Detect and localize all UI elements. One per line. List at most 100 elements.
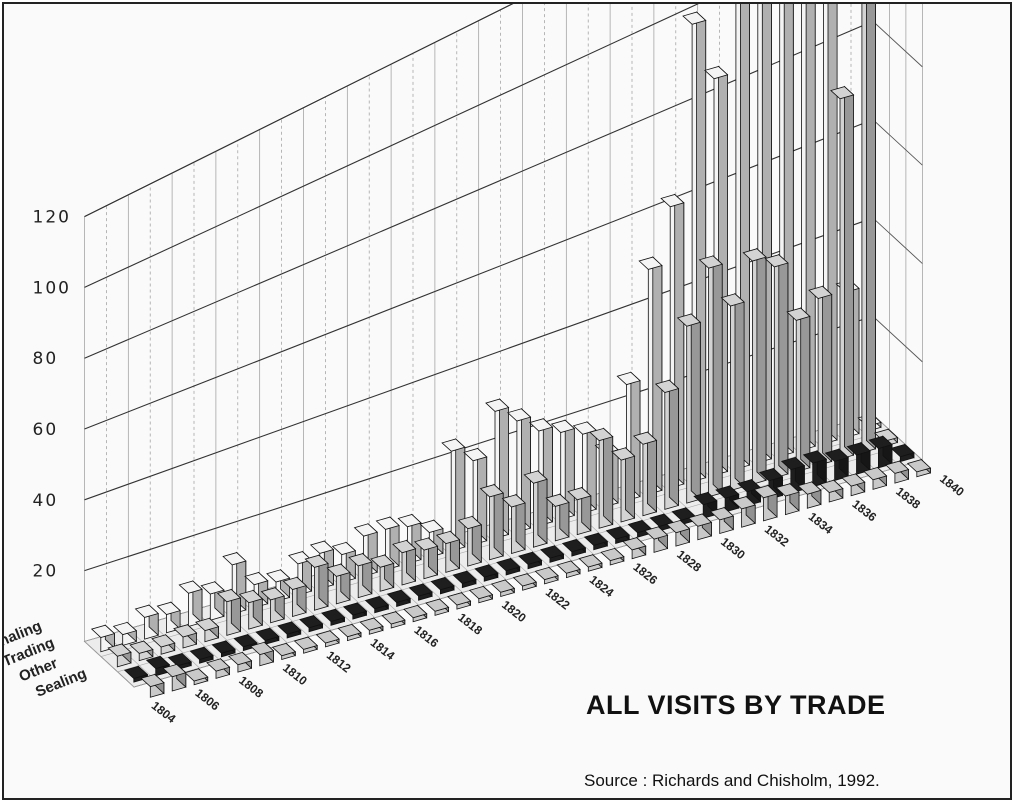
bar-top-face — [906, 459, 932, 473]
bar-sealing — [140, 673, 165, 698]
bar-trading — [107, 643, 132, 668]
bar-top-face — [885, 460, 910, 474]
bar-top-face — [299, 615, 324, 629]
bar-top-face — [277, 621, 302, 635]
bar-sealing — [228, 651, 253, 673]
bar-side-face — [712, 254, 723, 494]
bar-sealing — [753, 484, 778, 522]
bar-top-face — [189, 646, 214, 660]
x-tick-label: 1834 — [806, 509, 836, 537]
bar-top-face — [260, 587, 285, 601]
bar-side-face — [455, 438, 466, 548]
bar-top-face — [824, 448, 849, 462]
bar-top-face — [666, 519, 691, 534]
bar-sealing — [293, 636, 318, 654]
x-tick-label: 1814 — [368, 635, 398, 663]
bar-top-face — [211, 640, 236, 654]
bar-top-face — [556, 560, 581, 574]
bar-top-face — [162, 663, 187, 678]
bar-top-face — [468, 585, 494, 600]
x-tick-label: 1804 — [149, 698, 179, 726]
bar-trading — [589, 427, 614, 529]
bar-top-face — [441, 438, 466, 452]
bar-top-face — [720, 293, 745, 307]
bar-other — [561, 538, 587, 557]
bar-top-face — [419, 519, 444, 533]
x-tick-label: 1822 — [543, 585, 573, 613]
bar-side-face — [690, 313, 701, 501]
bar-trading — [545, 493, 570, 542]
bar-sealing — [863, 466, 888, 490]
bar-sealing — [315, 629, 340, 648]
bar-top-face — [830, 86, 855, 100]
bar-other — [233, 633, 258, 652]
bar-other — [123, 665, 149, 683]
bar-top-face — [868, 435, 893, 449]
bar-trading — [151, 633, 176, 655]
bar-trading — [830, 85, 855, 460]
bar-other — [430, 576, 455, 595]
bar-top-face — [304, 554, 329, 568]
bar-top-face — [802, 450, 828, 464]
x-tick-label: 1838 — [893, 484, 923, 512]
bar-other — [802, 449, 828, 488]
bar-sealing — [644, 525, 669, 553]
bar-trading — [786, 307, 811, 473]
bar-top-face — [583, 532, 609, 546]
bar-trading — [260, 586, 285, 624]
bar-top-face — [507, 408, 532, 422]
bar-sealing — [403, 604, 428, 623]
bar-side-face — [822, 285, 833, 463]
bar-side-face — [668, 379, 679, 507]
bar-top-face — [271, 642, 297, 657]
bar-top-face — [780, 456, 806, 471]
bar-top-face — [540, 545, 565, 559]
bar-top-face — [567, 487, 592, 501]
bar-other — [321, 608, 346, 626]
bar-whaling — [507, 407, 532, 533]
bar-sealing — [249, 641, 275, 667]
bar-sealing — [666, 519, 691, 547]
bar-trading — [861, 4, 876, 454]
bar-top-face — [359, 617, 384, 631]
bar-whaling — [200, 580, 225, 621]
bar-side-face — [647, 431, 657, 513]
bar-side-face — [844, 85, 854, 457]
bar-top-face — [709, 507, 735, 521]
bar-sealing — [556, 560, 581, 579]
bar-top-face — [206, 658, 231, 672]
bar-top-face — [107, 643, 132, 657]
bar-top-face — [145, 655, 171, 670]
bar-top-face — [501, 494, 526, 508]
bar-top-face — [841, 473, 866, 487]
side-gridline — [872, 119, 923, 166]
bar-top-face — [348, 553, 373, 567]
bar-top-face — [288, 551, 313, 565]
bar-top-face — [255, 627, 280, 641]
bar-top-face — [90, 624, 116, 638]
bar-other — [496, 557, 521, 576]
bar-other — [846, 441, 871, 475]
y-tick-label: 120 — [33, 208, 71, 228]
x-tick-label: 1830 — [718, 535, 748, 563]
bar-top-face — [485, 398, 510, 412]
bar-other — [583, 532, 609, 551]
bar-top-face — [452, 570, 477, 584]
bar-sealing — [687, 513, 713, 541]
bar-top-face — [353, 523, 378, 537]
bar-top-face — [463, 448, 488, 462]
bar-top-face — [337, 623, 362, 638]
x-tick-label: 1836 — [850, 497, 880, 525]
bar-top-face — [457, 515, 483, 530]
bar-top-face — [687, 513, 713, 527]
bar-top-face — [315, 630, 340, 644]
bar-top-face — [184, 668, 209, 682]
bar-trading — [523, 469, 548, 548]
floor-grid-line — [84, 641, 135, 688]
x-tick-label: 1832 — [762, 522, 792, 550]
bar-sealing — [162, 663, 187, 692]
chart-canvas: 20 40 60 80 100 120 1804 1806 1808 1810 1812 1814 18… — [4, 4, 967, 726]
bar-top-face — [759, 468, 784, 482]
bar-other — [277, 620, 302, 639]
bar-top-face — [644, 526, 669, 540]
